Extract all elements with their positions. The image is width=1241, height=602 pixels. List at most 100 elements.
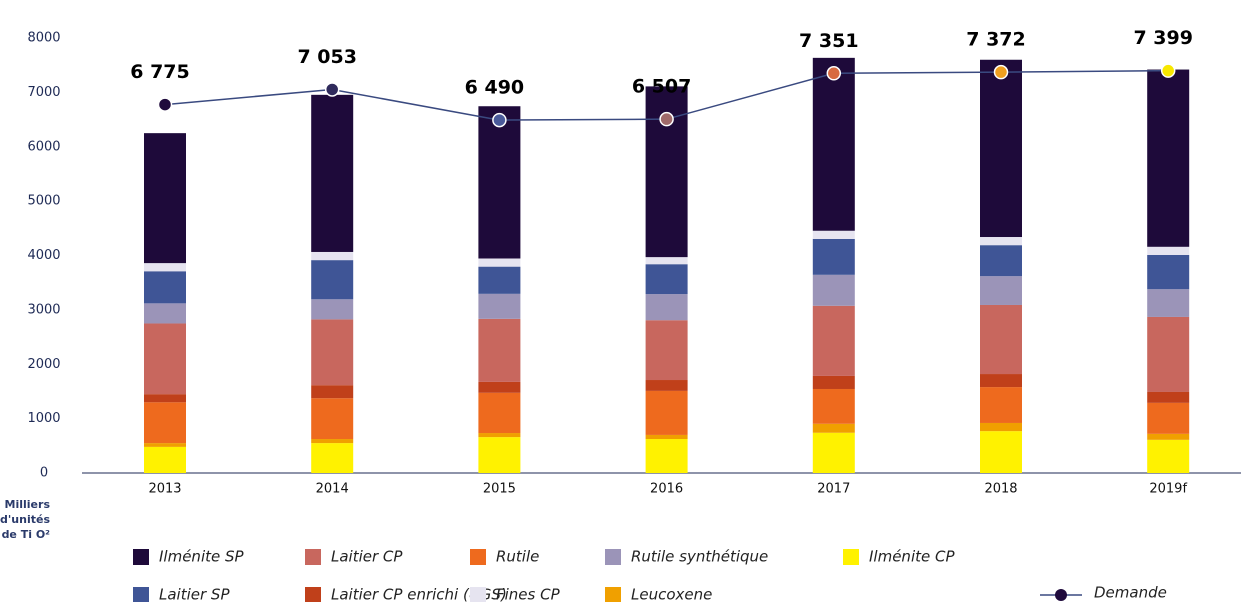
demand-point <box>659 111 674 127</box>
y-tick-label: 0 <box>40 466 48 481</box>
x-tick-label: 2019f <box>1149 482 1187 497</box>
bar-segment <box>812 57 855 231</box>
bar-segment <box>311 439 354 444</box>
legend-label: Laitier CP enrichi (UGS) <box>331 586 507 602</box>
bar-segment <box>980 387 1022 423</box>
x-tick-label: 2017 <box>817 482 850 497</box>
legend-label: Rutile synthétique <box>631 548 768 566</box>
y-tick-label: 3000 <box>27 302 60 317</box>
legend-label: Ilménite CP <box>869 548 955 566</box>
bar-segment <box>144 303 186 324</box>
bar-segment <box>311 398 354 440</box>
bar-segment <box>311 94 354 252</box>
legend-swatch <box>133 549 149 565</box>
bar-segment <box>645 434 688 440</box>
bar-segment <box>144 443 186 447</box>
value-label: 7 372 <box>966 29 1026 51</box>
bar-segment <box>645 294 688 321</box>
value-label: 7 053 <box>297 46 357 68</box>
legend-swatch <box>843 549 859 565</box>
bar-segment <box>478 293 521 319</box>
bar-segment <box>645 390 688 435</box>
bar-segment <box>812 423 855 433</box>
bar-segment <box>144 323 186 395</box>
legend-label: Laitier SP <box>159 586 230 602</box>
bar-segment <box>1147 391 1190 403</box>
bar-segment <box>1147 246 1190 255</box>
bar-segment <box>980 304 1022 375</box>
bar-segment <box>478 258 521 267</box>
bar-segment <box>478 392 521 434</box>
demand-point <box>324 82 340 97</box>
bar-segment <box>1147 69 1190 247</box>
demand-point <box>492 112 507 128</box>
bar-segment <box>311 385 354 399</box>
bar-segment <box>812 375 855 389</box>
y-tick-label: 8000 <box>27 31 60 46</box>
bar-segment <box>311 299 354 320</box>
bar-segment <box>478 433 521 438</box>
bar-segment <box>144 446 186 473</box>
bar-segment <box>980 237 1022 246</box>
bar-segment <box>1147 433 1190 440</box>
x-tick-label: 2014 <box>316 482 349 497</box>
x-tick-label: 2016 <box>650 482 683 497</box>
bar-segment <box>1147 316 1190 392</box>
bar-segment <box>478 106 521 259</box>
bar-segment <box>980 374 1022 388</box>
bar-segment <box>311 260 354 300</box>
bar-segment <box>478 318 521 382</box>
bar-segment <box>980 422 1022 432</box>
legend-label: Leucoxene <box>631 586 712 602</box>
bar-segment <box>980 59 1022 238</box>
legend-swatch <box>605 549 621 565</box>
bar-segment <box>645 320 688 381</box>
legend-swatch <box>305 549 321 565</box>
y-axis-label: de Ti O² <box>2 528 51 541</box>
bar-segment <box>980 245 1022 277</box>
demand-point <box>826 66 842 81</box>
bar-segment <box>645 257 688 265</box>
bar-segment <box>812 432 855 473</box>
bar-segment <box>645 380 688 391</box>
legend-swatch <box>470 549 486 565</box>
legend-swatch <box>305 587 321 602</box>
bar-segment <box>1147 254 1190 290</box>
y-axis-label: d'unités <box>0 513 50 526</box>
bar-segment <box>144 402 186 444</box>
legend-label: Rutile <box>496 548 539 566</box>
bar-segment <box>478 266 521 294</box>
bar-segment <box>645 264 688 295</box>
y-tick-label: 4000 <box>27 248 60 263</box>
bar-segment <box>144 394 186 403</box>
legend-label: Demande <box>1094 584 1167 602</box>
bar-segment <box>478 437 521 473</box>
demand-point <box>993 64 1009 80</box>
bar-segment <box>980 431 1022 473</box>
bar-segment <box>812 305 855 376</box>
bar-segment <box>144 263 186 272</box>
legend-label: Laitier CP <box>331 548 403 566</box>
bar-segment <box>812 274 855 306</box>
y-tick-label: 2000 <box>27 357 60 372</box>
y-axis-label: Milliers <box>5 498 51 511</box>
bar-segment <box>645 439 688 473</box>
demand-point <box>1160 63 1176 78</box>
bar-segment <box>144 271 186 304</box>
legend-label: Fines CP <box>496 586 561 602</box>
value-label: 6 490 <box>465 77 525 99</box>
value-label: 6 775 <box>130 61 190 83</box>
demand-point <box>157 97 173 112</box>
bar-segment <box>311 443 354 473</box>
bar-segment <box>812 388 855 424</box>
y-tick-label: 7000 <box>27 85 60 100</box>
bar-segment <box>1147 402 1190 434</box>
x-tick-label: 2013 <box>148 482 181 497</box>
bar-segment <box>311 319 354 386</box>
legend-swatch <box>605 587 621 602</box>
bar-segment <box>478 381 521 393</box>
bar-segment <box>980 276 1022 305</box>
value-label: 7 351 <box>799 30 859 52</box>
legend-label: Ilménite SP <box>159 548 245 566</box>
